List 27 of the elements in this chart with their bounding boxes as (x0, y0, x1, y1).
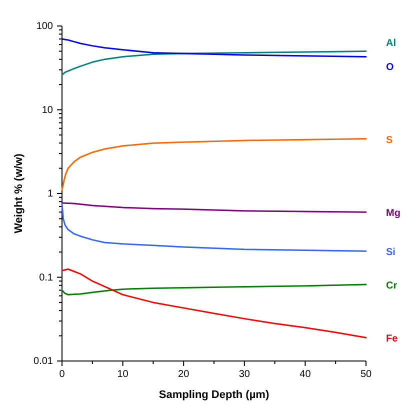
y-tick-label: 0.1 (39, 272, 54, 284)
line-series (61, 268, 367, 338)
x-tick-label: 50 (360, 369, 372, 380)
line-series (61, 284, 367, 296)
y-tick-label: 100 (36, 21, 54, 32)
line-series (61, 202, 367, 213)
text: Fe (386, 334, 398, 345)
x-tick-label: 20 (178, 369, 190, 380)
x-tick-label: 30 (238, 369, 250, 380)
text: Cr (386, 280, 398, 292)
text: Al (386, 38, 396, 49)
text: Si (386, 247, 396, 258)
y-axis-title: Weight % (w/w) (13, 153, 25, 234)
line-series (61, 138, 367, 191)
x-tick-label: 10 (117, 369, 129, 380)
x-tick-label: 40 (300, 369, 312, 380)
text: Mg (386, 208, 400, 220)
x-tick-label: 0 (59, 369, 66, 380)
y-tick-label: 0.01 (34, 356, 54, 368)
y-tick-label: 1 (47, 188, 54, 200)
line-series (61, 203, 367, 252)
line-series (61, 50, 367, 76)
text: O (386, 62, 394, 73)
text: S (386, 134, 393, 146)
x-axis-title: Sampling Depth (µm) (158, 389, 270, 401)
line-series (61, 38, 367, 58)
y-tick-label: 10 (42, 104, 54, 116)
